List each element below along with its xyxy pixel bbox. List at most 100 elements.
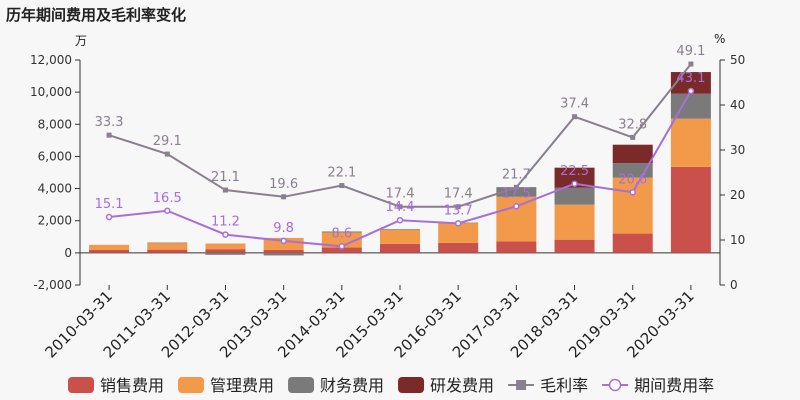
data-label: 16.5	[153, 191, 182, 206]
legend-swatch	[178, 377, 205, 393]
legend-marker	[516, 380, 527, 390]
bar-segment	[321, 231, 362, 233]
legend-label: 财务费用	[320, 376, 384, 395]
bar-segment	[612, 233, 653, 253]
line-marker	[630, 134, 636, 140]
legend-label: 研发费用	[430, 376, 494, 395]
line-marker	[164, 151, 170, 157]
line-marker	[572, 114, 578, 120]
line-marker	[688, 61, 694, 67]
left-tick-label: 2,000	[38, 214, 72, 228]
bar-segment	[147, 249, 188, 253]
bar-segment	[670, 166, 711, 253]
data-label: 32.8	[618, 117, 647, 132]
bar-segment	[438, 242, 479, 253]
data-label: 21.1	[211, 170, 240, 185]
left-axis-unit: 万	[75, 34, 88, 48]
line-marker	[396, 216, 404, 224]
left-tick-label: 0	[64, 246, 72, 260]
bar-segment	[89, 249, 130, 253]
data-label: 29.1	[153, 134, 182, 149]
line-marker	[281, 194, 287, 200]
bar-segment	[554, 167, 595, 188]
bar-segment	[205, 249, 246, 253]
line-marker	[455, 204, 461, 210]
bar-segment	[380, 229, 420, 230]
left-tick-label: 8,000	[38, 117, 72, 131]
data-label: 33.3	[95, 115, 124, 130]
left-tick-label: 6,000	[38, 149, 72, 163]
bar-segment	[263, 249, 304, 253]
data-label: 9.8	[273, 221, 294, 236]
bar-segment	[205, 243, 246, 250]
bar-segment	[438, 222, 479, 243]
data-label: 17.5	[502, 186, 531, 201]
series-line	[108, 63, 692, 208]
data-label: 17.4	[444, 187, 473, 202]
line-marker	[280, 237, 287, 245]
line-marker	[397, 204, 403, 210]
bar-segment	[321, 247, 362, 253]
bar-segment	[612, 177, 653, 234]
legend-marker	[608, 378, 622, 392]
bar-segment	[496, 241, 537, 253]
line-marker	[164, 207, 171, 214]
left-tick-label: 10,000	[30, 85, 72, 99]
legend-swatch	[68, 377, 94, 393]
right-tick-label: 0	[730, 278, 738, 292]
line-marker	[571, 180, 578, 187]
left-tick-label: 4,000	[38, 182, 72, 196]
line-marker	[454, 220, 462, 227]
right-axis-unit: %	[714, 32, 726, 46]
line-marker	[222, 187, 228, 193]
bar-segment	[380, 229, 420, 244]
left-tick-label: 12,000	[30, 53, 72, 67]
data-label: 43.1	[676, 71, 705, 86]
bar-segment	[380, 243, 420, 253]
bar-segment	[147, 242, 188, 244]
right-tick-label: 50	[730, 53, 745, 67]
data-label: 37.4	[560, 97, 589, 112]
data-label: 20.6	[618, 172, 647, 187]
bar-segment	[496, 187, 537, 197]
bar-segment	[263, 252, 304, 256]
bar-segment	[89, 252, 130, 254]
right-tick-label: 10	[730, 233, 745, 247]
bar-segment	[554, 239, 595, 253]
line-marker	[339, 183, 345, 189]
left-tick-label: -2,000	[33, 278, 72, 292]
data-label: 15.1	[95, 197, 124, 212]
line-marker	[106, 132, 112, 138]
data-label: 22.5	[560, 164, 589, 179]
legend-swatch	[398, 377, 425, 393]
bar-segment	[205, 252, 246, 255]
bar-segment	[554, 187, 595, 205]
bar-segment	[321, 232, 362, 248]
data-label: 22.1	[327, 166, 356, 181]
chart-title: 历年期间费用及毛利率变化	[6, 6, 187, 24]
data-label: 8.6	[331, 226, 352, 241]
line-marker	[338, 243, 346, 250]
legend-label: 毛利率	[540, 376, 588, 395]
line-marker	[629, 189, 636, 196]
data-label: 14.4	[386, 200, 415, 215]
legend-label: 期间费用率	[634, 376, 714, 395]
right-tick-label: 40	[730, 98, 745, 112]
line-marker	[687, 87, 695, 95]
bar-segment	[147, 242, 188, 250]
data-label: 21.7	[502, 167, 531, 182]
legend-label: 销售费用	[100, 376, 164, 395]
data-label: 11.2	[211, 215, 240, 230]
line-marker	[513, 184, 519, 190]
line-marker	[222, 231, 229, 238]
line-marker	[105, 213, 113, 221]
data-label: 49.1	[676, 44, 705, 59]
bar-segment	[612, 144, 653, 164]
legend-label: 管理费用	[210, 376, 274, 395]
data-label: 19.6	[269, 177, 298, 192]
right-tick-label: 30	[730, 143, 745, 157]
bar-segment	[670, 118, 711, 167]
right-tick-label: 20	[730, 188, 745, 202]
data-label: 13.7	[444, 203, 473, 218]
